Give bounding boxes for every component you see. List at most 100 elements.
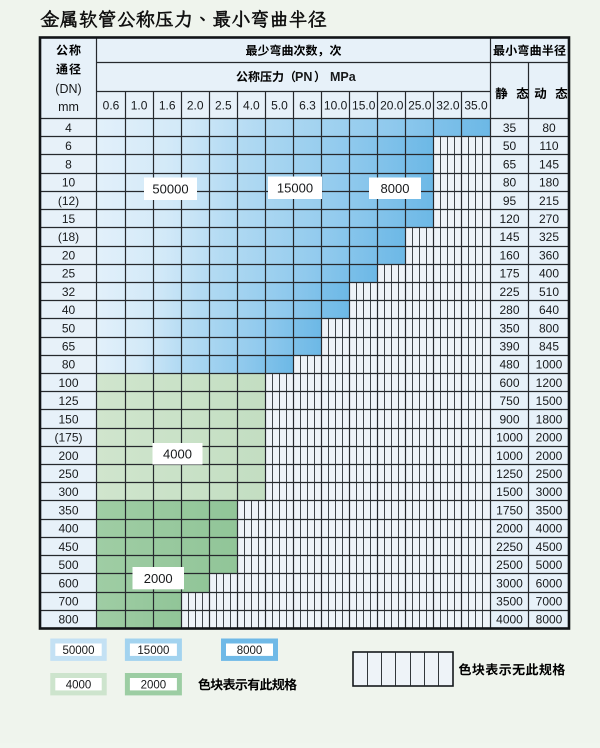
svg-text:(DN): (DN) bbox=[55, 82, 81, 96]
svg-text:MPa: MPa bbox=[330, 70, 357, 84]
svg-text:800: 800 bbox=[58, 613, 78, 627]
svg-text:1000: 1000 bbox=[496, 431, 523, 445]
svg-text:80: 80 bbox=[62, 358, 76, 372]
svg-text:400: 400 bbox=[539, 267, 559, 281]
svg-text:350: 350 bbox=[499, 321, 519, 335]
svg-text:25: 25 bbox=[62, 267, 76, 281]
svg-text:2000: 2000 bbox=[536, 431, 563, 445]
svg-text:80: 80 bbox=[542, 121, 556, 135]
svg-text:8000: 8000 bbox=[381, 181, 410, 196]
svg-text:15: 15 bbox=[62, 212, 76, 226]
svg-text:(12): (12) bbox=[58, 194, 79, 208]
svg-text:40: 40 bbox=[62, 303, 76, 317]
svg-text:4500: 4500 bbox=[536, 540, 563, 554]
svg-text:1000: 1000 bbox=[496, 449, 523, 463]
svg-text:2.0: 2.0 bbox=[187, 99, 204, 113]
svg-text:50: 50 bbox=[62, 321, 76, 335]
svg-text:2000: 2000 bbox=[144, 571, 173, 586]
svg-text:3500: 3500 bbox=[496, 595, 523, 609]
svg-text:250: 250 bbox=[58, 467, 78, 481]
svg-text:80: 80 bbox=[503, 176, 517, 190]
svg-text:390: 390 bbox=[499, 340, 519, 354]
svg-text:50000: 50000 bbox=[152, 181, 188, 196]
svg-text:600: 600 bbox=[58, 576, 78, 590]
svg-text:4000: 4000 bbox=[536, 522, 563, 536]
svg-text:0.6: 0.6 bbox=[103, 99, 120, 113]
svg-text:150: 150 bbox=[58, 412, 78, 426]
svg-text:200: 200 bbox=[58, 449, 78, 463]
svg-text:1000: 1000 bbox=[536, 358, 563, 372]
svg-text:(175): (175) bbox=[54, 431, 82, 445]
svg-text:35: 35 bbox=[503, 121, 517, 135]
svg-text:270: 270 bbox=[539, 212, 559, 226]
svg-text:145: 145 bbox=[499, 230, 519, 244]
svg-text:20: 20 bbox=[62, 248, 76, 262]
svg-text:1.6: 1.6 bbox=[159, 99, 176, 113]
svg-text:640: 640 bbox=[539, 303, 559, 317]
svg-text:2.5: 2.5 bbox=[215, 99, 232, 113]
svg-text:125: 125 bbox=[58, 394, 78, 408]
svg-text:15000: 15000 bbox=[277, 180, 313, 195]
svg-text:8000: 8000 bbox=[237, 645, 263, 657]
svg-text:145: 145 bbox=[539, 157, 559, 171]
svg-text:6000: 6000 bbox=[536, 576, 563, 590]
svg-text:32.0: 32.0 bbox=[436, 99, 460, 113]
svg-text:400: 400 bbox=[58, 522, 78, 536]
svg-text:1750: 1750 bbox=[496, 503, 523, 517]
svg-text:160: 160 bbox=[499, 248, 519, 262]
svg-text:25.0: 25.0 bbox=[408, 99, 432, 113]
svg-text:175: 175 bbox=[499, 267, 519, 281]
svg-text:350: 350 bbox=[58, 503, 78, 517]
svg-text:600: 600 bbox=[499, 376, 519, 390]
svg-text:5000: 5000 bbox=[536, 558, 563, 572]
svg-text:4000: 4000 bbox=[496, 613, 523, 627]
svg-text:1250: 1250 bbox=[496, 467, 523, 481]
svg-text:300: 300 bbox=[58, 485, 78, 499]
svg-text:65: 65 bbox=[62, 340, 76, 354]
svg-text:35.0: 35.0 bbox=[464, 99, 488, 113]
svg-text:510: 510 bbox=[539, 285, 559, 299]
svg-text:2250: 2250 bbox=[496, 540, 523, 554]
svg-text:4: 4 bbox=[65, 121, 72, 135]
svg-text:50000: 50000 bbox=[63, 645, 95, 657]
svg-text:PN: PN bbox=[295, 70, 312, 84]
svg-text:7000: 7000 bbox=[536, 595, 563, 609]
svg-text:900: 900 bbox=[499, 412, 519, 426]
svg-text:(18): (18) bbox=[58, 230, 79, 244]
svg-text:3000: 3000 bbox=[536, 485, 563, 499]
svg-text:1200: 1200 bbox=[536, 376, 563, 390]
svg-text:10.0: 10.0 bbox=[324, 99, 348, 113]
svg-text:1500: 1500 bbox=[496, 485, 523, 499]
svg-text:65: 65 bbox=[503, 157, 517, 171]
svg-text:4000: 4000 bbox=[163, 446, 192, 461]
svg-text:2000: 2000 bbox=[141, 679, 167, 691]
svg-text:1800: 1800 bbox=[536, 412, 563, 426]
svg-text:6.3: 6.3 bbox=[299, 99, 316, 113]
svg-text:1500: 1500 bbox=[536, 394, 563, 408]
svg-text:1.0: 1.0 bbox=[131, 99, 148, 113]
svg-text:10: 10 bbox=[62, 176, 76, 190]
svg-text:215: 215 bbox=[539, 194, 559, 208]
svg-text:450: 450 bbox=[58, 540, 78, 554]
svg-text:mm: mm bbox=[58, 100, 79, 114]
svg-text:3500: 3500 bbox=[536, 503, 563, 517]
svg-text:20.0: 20.0 bbox=[380, 99, 404, 113]
svg-text:4.0: 4.0 bbox=[243, 99, 260, 113]
svg-text:6: 6 bbox=[65, 139, 72, 153]
svg-text:2000: 2000 bbox=[536, 449, 563, 463]
svg-text:2500: 2500 bbox=[496, 558, 523, 572]
svg-text:225: 225 bbox=[499, 285, 519, 299]
svg-text:110: 110 bbox=[539, 139, 558, 153]
svg-text:800: 800 bbox=[539, 321, 559, 335]
svg-text:15000: 15000 bbox=[137, 645, 169, 657]
svg-text:325: 325 bbox=[539, 230, 559, 244]
svg-text:8000: 8000 bbox=[536, 613, 563, 627]
svg-text:2000: 2000 bbox=[496, 522, 523, 536]
svg-text:100: 100 bbox=[58, 376, 78, 390]
svg-text:845: 845 bbox=[539, 340, 559, 354]
svg-text:4000: 4000 bbox=[66, 679, 92, 691]
svg-text:95: 95 bbox=[503, 194, 517, 208]
svg-text:32: 32 bbox=[62, 285, 76, 299]
svg-text:180: 180 bbox=[539, 176, 559, 190]
svg-text:3000: 3000 bbox=[496, 576, 523, 590]
